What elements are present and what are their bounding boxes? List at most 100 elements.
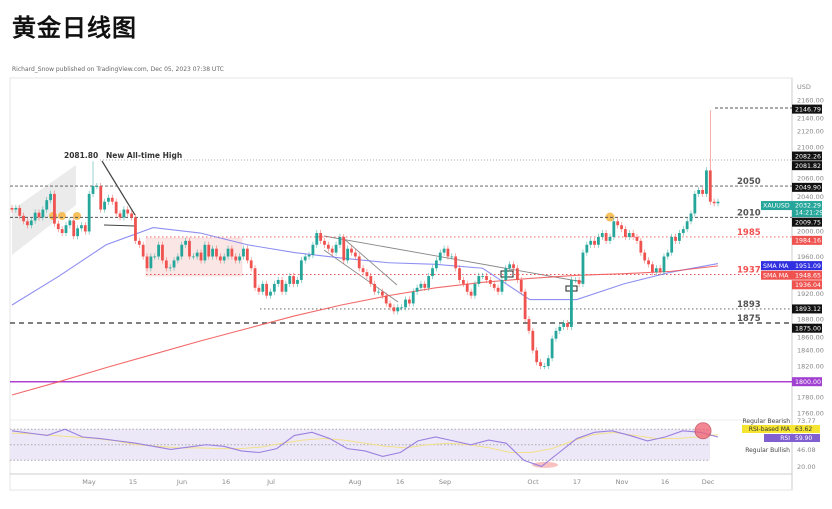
- sma-red-badge-tag-bg: [761, 270, 792, 280]
- level-label: 1937: [737, 265, 761, 275]
- level-badge: 2049.90: [795, 185, 821, 192]
- candle-body: [624, 229, 627, 237]
- candle-body: [330, 248, 334, 253]
- candle-body: [130, 213, 133, 218]
- rsi-ma-value: 63.62: [795, 426, 812, 433]
- candle-body: [53, 193, 56, 224]
- candle-body: [99, 186, 103, 210]
- candle-body: [323, 240, 326, 245]
- candle-body: [168, 267, 172, 269]
- candle-body: [685, 221, 689, 230]
- candle-body: [500, 279, 504, 292]
- candle-body: [531, 330, 535, 351]
- candle-body: [643, 252, 647, 261]
- candle-body: [712, 201, 716, 204]
- candle-body: [234, 256, 238, 261]
- candle-body: [230, 248, 234, 257]
- trendline-base: [103, 224, 136, 227]
- level-badge-bg: [792, 235, 822, 245]
- candle-body: [608, 236, 612, 241]
- candle-body: [14, 207, 18, 210]
- candle-body: [199, 252, 203, 261]
- candle-body: [639, 240, 643, 253]
- price-tick-label: 1880.00: [797, 315, 824, 323]
- candle-body: [91, 186, 95, 194]
- rsi-name: RSI: [780, 435, 790, 442]
- candle-body: [164, 260, 168, 269]
- candle-body: [438, 252, 442, 261]
- price-tick-label: 1780.00: [797, 394, 824, 402]
- price-tick-label: 2100.00: [797, 143, 824, 151]
- candle-body: [361, 268, 365, 273]
- candle-body: [45, 200, 49, 210]
- candle-body: [126, 209, 130, 214]
- candle-body: [60, 229, 64, 234]
- candle-body: [207, 244, 211, 257]
- candle-body: [485, 276, 488, 280]
- candle-body: [315, 233, 319, 245]
- candle-body: [527, 319, 531, 331]
- level-badge-bg: [792, 217, 822, 227]
- price-tick-label: 1760.00: [797, 409, 824, 417]
- candle-body: [107, 197, 110, 202]
- candle-body: [245, 248, 249, 261]
- candle-body: [708, 170, 712, 202]
- candle-body: [95, 186, 99, 187]
- level-badge-bg: [792, 182, 822, 192]
- candle-body: [635, 236, 639, 241]
- candle-body: [311, 244, 315, 255]
- candle-body: [620, 225, 623, 230]
- price-tick-label: 1960.00: [797, 253, 824, 261]
- price-tick-label: 2000.00: [797, 228, 824, 236]
- candle-body: [56, 223, 60, 230]
- candle-body: [280, 279, 284, 292]
- candle-body: [705, 170, 708, 194]
- candle-body: [415, 287, 419, 292]
- level-badge-bg: [792, 304, 822, 314]
- candle-body: [589, 240, 593, 245]
- candle-body: [284, 283, 288, 292]
- candle-body: [519, 279, 523, 292]
- candle-body: [203, 244, 207, 261]
- candle-body: [651, 264, 654, 273]
- candle-body: [569, 279, 573, 327]
- candle-body: [137, 240, 141, 245]
- rsi-line: [11, 428, 719, 468]
- candle-body: [554, 330, 558, 339]
- high-badge: 2082.26: [795, 153, 821, 160]
- candle-body: [454, 256, 458, 269]
- candle-body: [450, 256, 454, 258]
- candle-body: [539, 362, 542, 367]
- candle-body: [338, 236, 342, 245]
- candle-body: [496, 287, 500, 292]
- candle-body: [153, 256, 157, 258]
- date-tick-label: 16: [222, 478, 230, 486]
- candle-body: [577, 279, 581, 284]
- candle-body: [118, 213, 122, 218]
- candle-body: [307, 254, 311, 257]
- candle-body: [542, 366, 546, 367]
- candle-body: [319, 233, 323, 241]
- candle-body: [396, 307, 400, 312]
- candle-body: [49, 193, 52, 201]
- rsi-ma-name-badge: [742, 425, 792, 433]
- rsi-ma-name: RSI-based MA: [749, 426, 791, 433]
- date-tick-label: Nov: [616, 478, 629, 486]
- candle-body: [546, 358, 550, 367]
- candle-body: [369, 276, 373, 284]
- candle-body: [41, 209, 45, 218]
- candle-body: [423, 283, 427, 288]
- candle-body: [83, 225, 87, 232]
- candle-body: [288, 276, 292, 284]
- candle-body: [515, 268, 519, 280]
- candle-body: [161, 244, 164, 261]
- candle-body: [87, 193, 91, 232]
- price-tick-label: 1840.00: [797, 347, 824, 355]
- rsi-bearish-circle: [694, 422, 712, 440]
- candle-body: [122, 209, 126, 218]
- candle-body: [195, 252, 199, 257]
- level-label: 1893: [737, 300, 761, 310]
- rsi-divergence-label: Regular Bullish: [745, 447, 790, 454]
- level-badge: 1875.00: [795, 325, 821, 332]
- candle-body: [477, 276, 481, 284]
